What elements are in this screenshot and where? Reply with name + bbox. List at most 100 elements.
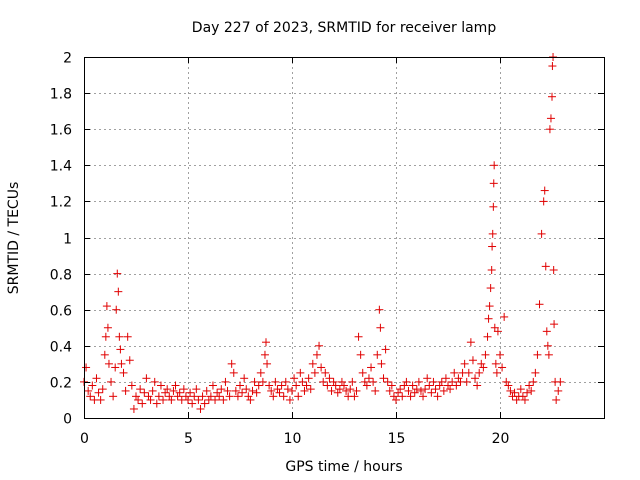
data-point bbox=[446, 385, 455, 394]
data-point bbox=[364, 374, 373, 383]
data-point bbox=[488, 229, 497, 238]
data-point bbox=[548, 62, 557, 71]
y-tick-label: 0.6 bbox=[50, 304, 72, 320]
data-point bbox=[471, 374, 480, 383]
data-point bbox=[552, 395, 561, 404]
data-point bbox=[385, 386, 394, 395]
data-point bbox=[412, 385, 421, 394]
data-point bbox=[219, 395, 228, 404]
data-point bbox=[340, 381, 348, 390]
data-point bbox=[520, 395, 529, 404]
data-point bbox=[327, 386, 336, 395]
data-point bbox=[544, 350, 553, 359]
data-point bbox=[231, 386, 240, 395]
data-point bbox=[154, 392, 163, 401]
x-tick-label: 15 bbox=[388, 431, 406, 447]
data-point bbox=[202, 386, 211, 395]
data-point bbox=[554, 386, 563, 395]
data-point bbox=[487, 265, 496, 274]
data-point bbox=[502, 377, 511, 386]
data-point bbox=[119, 368, 128, 377]
data-point bbox=[489, 202, 498, 211]
data-point bbox=[493, 327, 502, 336]
data-point bbox=[433, 392, 442, 401]
data-point bbox=[109, 392, 118, 401]
data-point bbox=[454, 374, 463, 383]
data-point bbox=[392, 395, 400, 404]
data-point bbox=[271, 377, 280, 386]
data-point bbox=[325, 374, 334, 383]
data-point bbox=[525, 381, 534, 390]
data-point bbox=[96, 395, 105, 404]
data-point bbox=[369, 377, 378, 386]
data-point bbox=[94, 388, 103, 397]
data-point bbox=[246, 395, 255, 404]
data-point bbox=[136, 385, 145, 394]
data-point bbox=[550, 320, 559, 329]
data-point bbox=[360, 377, 369, 386]
data-point bbox=[475, 368, 484, 377]
data-point bbox=[542, 327, 551, 336]
data-point bbox=[116, 345, 125, 354]
data-point bbox=[113, 269, 122, 278]
data-point bbox=[140, 388, 149, 397]
data-point bbox=[486, 284, 495, 293]
data-point bbox=[556, 377, 565, 386]
data-point bbox=[498, 363, 507, 372]
data-point bbox=[304, 374, 313, 383]
data-point bbox=[233, 392, 242, 401]
data-point bbox=[367, 363, 376, 372]
data-point bbox=[402, 377, 411, 386]
data-point bbox=[225, 392, 234, 401]
data-point bbox=[194, 395, 203, 404]
data-point bbox=[103, 323, 112, 332]
data-point bbox=[104, 359, 113, 368]
data-point bbox=[462, 377, 471, 386]
data-point bbox=[292, 381, 301, 390]
data-point bbox=[537, 229, 546, 238]
x-tick-label: 20 bbox=[492, 431, 510, 447]
data-point bbox=[543, 341, 552, 350]
data-point bbox=[491, 359, 500, 368]
data-point bbox=[300, 386, 309, 395]
data-point bbox=[308, 359, 317, 368]
data-point bbox=[102, 302, 111, 311]
data-point bbox=[244, 392, 253, 401]
data-point bbox=[144, 392, 153, 401]
data-point bbox=[115, 332, 124, 341]
data-point bbox=[111, 363, 120, 372]
data-point bbox=[298, 377, 307, 386]
data-point bbox=[114, 287, 123, 296]
data-point bbox=[229, 368, 238, 377]
chart-title: Day 227 of 2023, SRMTID for receiver lam… bbox=[192, 20, 497, 36]
data-point bbox=[346, 385, 355, 394]
data-point bbox=[545, 125, 554, 134]
data-point bbox=[404, 386, 413, 395]
data-point bbox=[354, 332, 363, 341]
data-point bbox=[319, 377, 328, 386]
data-point bbox=[500, 312, 509, 321]
data-point bbox=[437, 377, 446, 386]
data-point bbox=[377, 359, 386, 368]
data-point bbox=[221, 377, 230, 386]
data-point bbox=[263, 359, 272, 368]
data-point bbox=[211, 395, 220, 404]
data-point bbox=[510, 388, 519, 397]
data-point bbox=[213, 388, 222, 397]
data-point bbox=[227, 359, 236, 368]
data-point bbox=[190, 392, 199, 401]
data-point bbox=[281, 377, 290, 386]
data-points bbox=[80, 53, 565, 413]
data-point bbox=[523, 388, 532, 397]
data-point bbox=[312, 350, 321, 359]
data-point bbox=[371, 386, 380, 395]
x-tick-label: 10 bbox=[284, 431, 302, 447]
data-point bbox=[362, 381, 371, 390]
y-tick-label: 1.4 bbox=[50, 159, 72, 175]
data-point bbox=[383, 377, 392, 386]
data-point bbox=[275, 388, 284, 397]
data-point bbox=[152, 399, 161, 408]
data-point bbox=[173, 392, 182, 401]
data-point bbox=[431, 385, 440, 394]
